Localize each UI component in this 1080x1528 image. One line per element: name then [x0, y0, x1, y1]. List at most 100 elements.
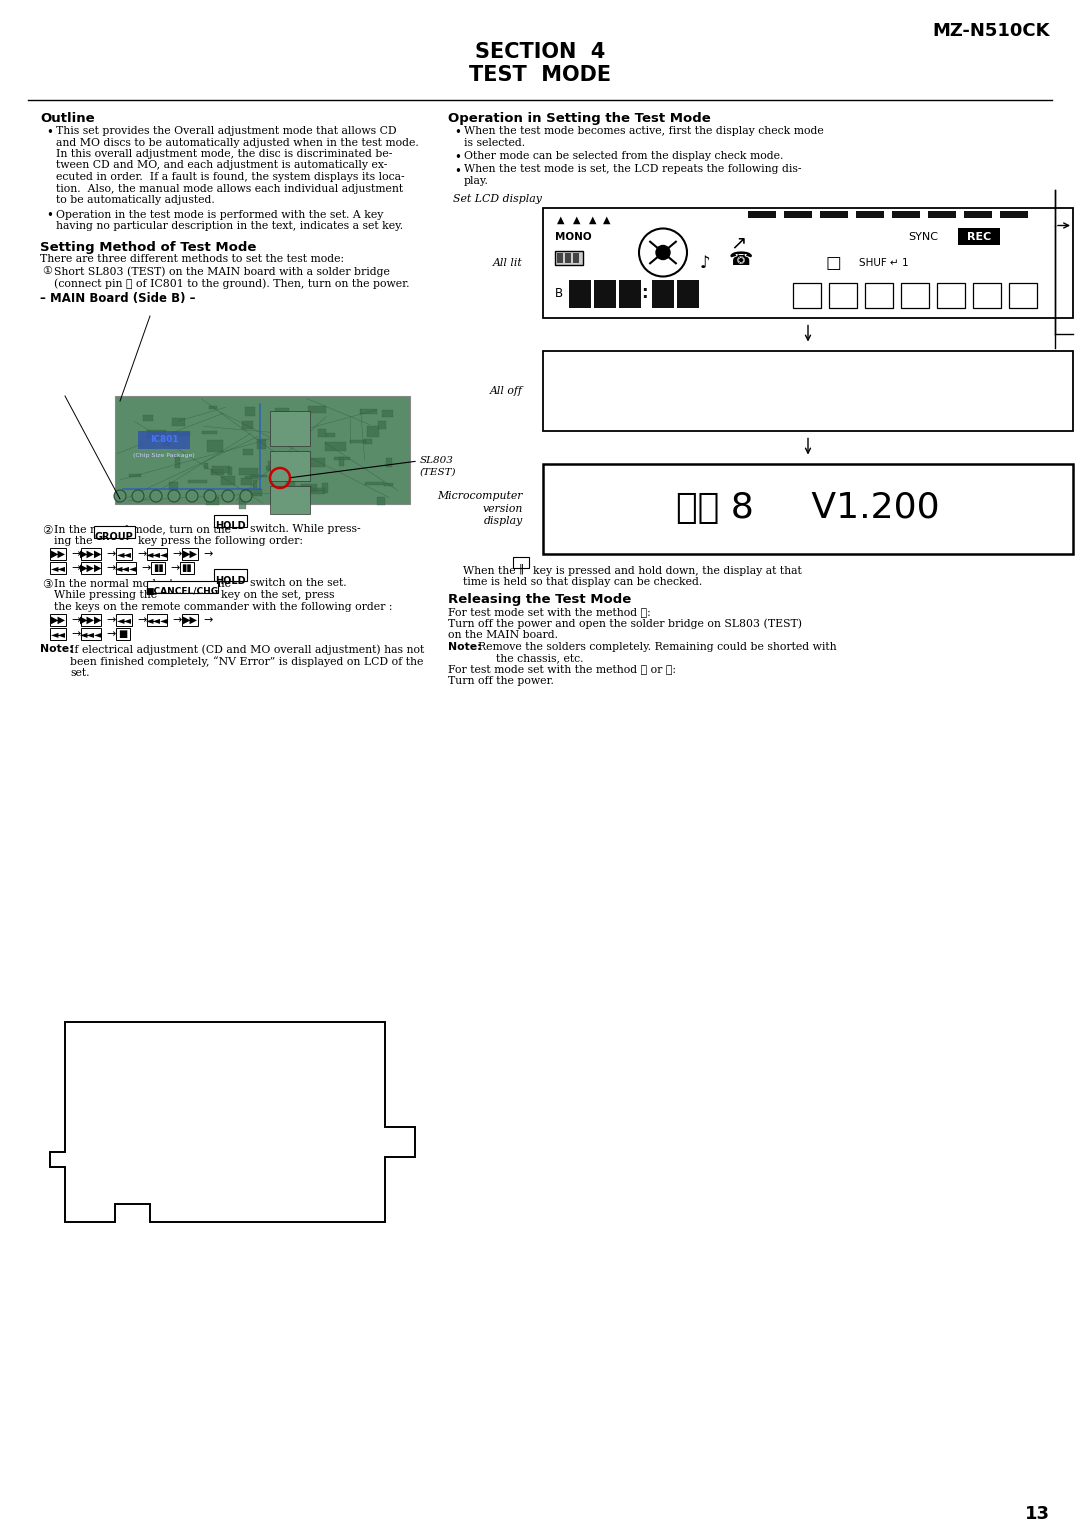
- Text: ▮▮: ▮▮: [181, 562, 192, 573]
- FancyBboxPatch shape: [147, 549, 167, 559]
- FancyBboxPatch shape: [116, 562, 136, 575]
- Bar: [350, 440, 366, 443]
- Bar: [239, 468, 258, 475]
- Text: the keys on the remote commander with the following order :: the keys on the remote commander with th…: [54, 602, 392, 611]
- Bar: [144, 414, 153, 420]
- Bar: [285, 452, 288, 465]
- Bar: [309, 406, 326, 413]
- Text: •: •: [454, 165, 461, 177]
- Text: Remove the solders completely. Remaining could be shorted with: Remove the solders completely. Remaining…: [478, 642, 837, 651]
- Bar: [241, 478, 252, 484]
- Text: All lit: All lit: [494, 258, 523, 267]
- Bar: [210, 405, 217, 408]
- Bar: [377, 498, 384, 506]
- Text: ing the: ing the: [54, 535, 93, 545]
- Text: HOLD: HOLD: [215, 521, 245, 532]
- Bar: [856, 211, 885, 217]
- Bar: [286, 481, 295, 492]
- FancyBboxPatch shape: [147, 614, 167, 626]
- Text: the chassis, etc.: the chassis, etc.: [496, 652, 583, 663]
- Text: ‖: ‖: [518, 564, 524, 575]
- Circle shape: [204, 490, 216, 503]
- FancyBboxPatch shape: [513, 558, 529, 568]
- Text: (connect pin ③ of IC801 to the ground). Then, turn on the power.: (connect pin ③ of IC801 to the ground). …: [54, 278, 409, 289]
- Bar: [251, 475, 267, 477]
- Text: While pressing the: While pressing the: [54, 590, 157, 601]
- Text: Operation in Setting the Test Mode: Operation in Setting the Test Mode: [448, 112, 711, 125]
- Text: set.: set.: [70, 668, 90, 677]
- Circle shape: [186, 490, 198, 503]
- Bar: [270, 486, 310, 513]
- Text: key is pressed and hold down, the display at that: key is pressed and hold down, the displa…: [534, 565, 801, 576]
- Bar: [138, 431, 190, 449]
- Bar: [937, 283, 966, 307]
- Text: ▲: ▲: [573, 214, 581, 225]
- Text: ▶▶▶: ▶▶▶: [80, 562, 103, 573]
- Bar: [204, 463, 208, 469]
- Text: If electrical adjustment (CD and MO overall adjustment) has not: If electrical adjustment (CD and MO over…: [70, 645, 424, 656]
- Bar: [594, 280, 616, 307]
- Bar: [820, 211, 848, 217]
- Text: All off: All off: [490, 385, 523, 396]
- Bar: [130, 474, 140, 477]
- FancyBboxPatch shape: [151, 562, 165, 575]
- Bar: [557, 252, 563, 263]
- Bar: [319, 429, 325, 437]
- Bar: [973, 283, 1001, 307]
- Text: Other mode can be selected from the display check mode.: Other mode can be selected from the disp…: [464, 151, 783, 160]
- Text: to be automatically adjusted.: to be automatically adjusted.: [56, 196, 215, 205]
- Text: Turn off the power and open the solder bridge on SL803 (TEST): Turn off the power and open the solder b…: [448, 619, 802, 630]
- Bar: [573, 252, 579, 263]
- Bar: [865, 283, 893, 307]
- Bar: [386, 458, 392, 468]
- Text: SL803
(TEST): SL803 (TEST): [420, 455, 457, 477]
- Bar: [211, 469, 224, 475]
- Bar: [543, 350, 1074, 431]
- Text: Turn off the power.: Turn off the power.: [448, 675, 554, 686]
- Text: SYNC: SYNC: [908, 232, 939, 243]
- Text: MZ-N510CK: MZ-N510CK: [932, 21, 1050, 40]
- Text: ◄◄: ◄◄: [51, 562, 66, 573]
- Bar: [212, 466, 230, 474]
- Text: TEST  MODE: TEST MODE: [469, 66, 611, 86]
- Text: •: •: [454, 125, 461, 139]
- FancyBboxPatch shape: [81, 614, 102, 626]
- Text: SHUF ↵ 1: SHUF ↵ 1: [859, 258, 908, 267]
- Text: When the: When the: [463, 565, 515, 576]
- Text: ②: ②: [42, 524, 53, 536]
- Circle shape: [132, 490, 144, 503]
- Text: →: →: [106, 630, 116, 640]
- Text: GROUP: GROUP: [95, 532, 133, 542]
- Text: B: B: [555, 287, 563, 299]
- Bar: [543, 463, 1074, 553]
- Text: ◄◄◄: ◄◄◄: [146, 614, 168, 625]
- Text: There are three different methods to set the test mode:: There are three different methods to set…: [40, 255, 345, 264]
- Text: Short SL803 (TEST) on the MAIN board with a solder bridge: Short SL803 (TEST) on the MAIN board wit…: [54, 266, 390, 277]
- Text: →: →: [71, 616, 80, 625]
- FancyBboxPatch shape: [50, 549, 66, 559]
- Text: •: •: [46, 209, 53, 223]
- Bar: [364, 439, 373, 445]
- FancyBboxPatch shape: [81, 549, 102, 559]
- Text: →: →: [170, 564, 179, 573]
- FancyBboxPatch shape: [50, 614, 66, 626]
- Bar: [267, 466, 271, 469]
- Text: on the MAIN board.: on the MAIN board.: [448, 630, 558, 640]
- Bar: [383, 483, 393, 486]
- Text: MONO: MONO: [555, 232, 592, 243]
- Bar: [1000, 211, 1028, 217]
- FancyBboxPatch shape: [81, 628, 102, 640]
- Text: ◄◄: ◄◄: [51, 630, 66, 639]
- Bar: [239, 498, 246, 509]
- Bar: [245, 406, 255, 416]
- Bar: [569, 280, 591, 307]
- Bar: [242, 489, 261, 495]
- Text: (Chip Size Package): (Chip Size Package): [133, 452, 194, 457]
- Text: ▲: ▲: [557, 214, 565, 225]
- Bar: [958, 228, 1000, 244]
- Circle shape: [168, 490, 180, 503]
- Text: switch on the set.: switch on the set.: [249, 579, 347, 588]
- Bar: [221, 475, 235, 484]
- Text: ③: ③: [42, 579, 53, 591]
- Circle shape: [656, 246, 670, 260]
